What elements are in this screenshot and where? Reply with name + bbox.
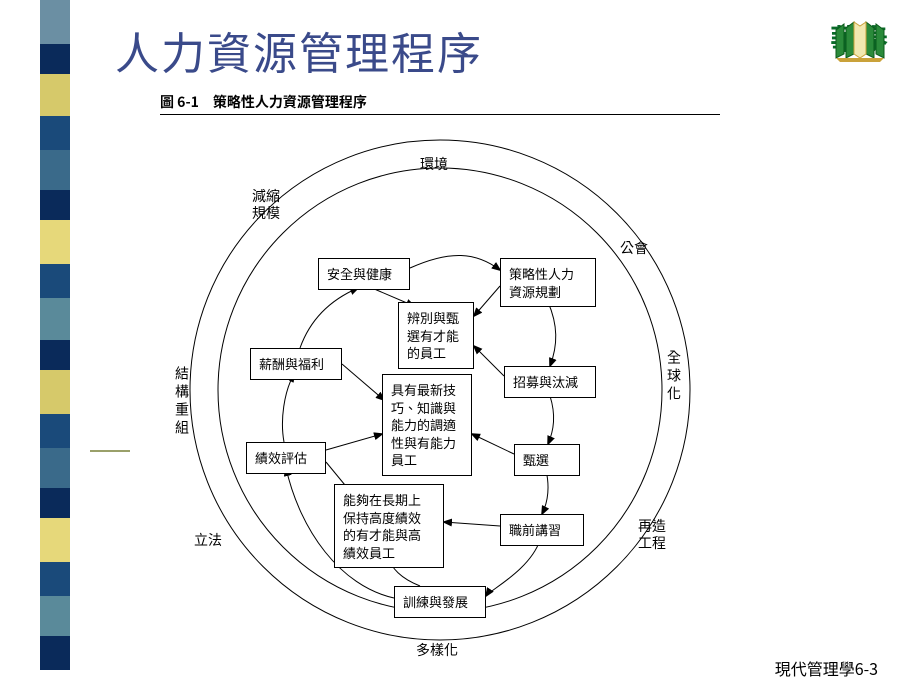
env-label: 結構重組 <box>172 366 192 438</box>
process-box-n10: 辨別與甄選有才能的員工 <box>398 302 474 369</box>
process-box-n3: 甄選 <box>514 444 580 476</box>
caption-rule <box>160 114 720 115</box>
sidebar-stripe <box>40 636 70 670</box>
env-label: 多樣化 <box>416 640 458 660</box>
env-label: 再造工程 <box>638 518 666 552</box>
sidebar-stripe <box>40 74 70 116</box>
process-box-n6: 能夠在長期上保持高度績效的有才能與高績效員工 <box>334 484 444 568</box>
process-box-n2: 招募與汰減 <box>504 366 596 398</box>
accent-line <box>90 450 130 452</box>
page-title: 人力資源管理程序 <box>115 18 483 82</box>
sidebar-stripe <box>40 190 70 220</box>
sidebar-stripe <box>40 414 70 448</box>
slide-footer: 現代管理學6-3 <box>775 656 878 680</box>
process-box-n1: 策略性人力資源規劃 <box>500 258 596 307</box>
sidebar-stripe <box>40 562 70 596</box>
process-box-n7: 績效評估 <box>246 442 326 474</box>
process-box-n4: 職前講習 <box>500 514 584 546</box>
hrm-process-diagram: 策略性人力資源規劃招募與汰減甄選職前講習訓練與發展 能夠在長期上保持高度績效的有才… <box>160 130 720 670</box>
sidebar-stripe <box>40 220 70 264</box>
sidebar-stripe <box>40 448 70 488</box>
sidebar-stripe <box>40 0 70 44</box>
sidebar-stripe <box>40 150 70 190</box>
sidebar-stripe <box>40 44 70 74</box>
env-label: 公會 <box>620 238 648 258</box>
process-box-n8: 薪酬與福利 <box>250 348 342 380</box>
env-label: 全球化 <box>664 350 684 404</box>
sidebar-stripe <box>40 596 70 636</box>
publisher-logo: 華泰 <box>830 18 890 58</box>
book-icon <box>830 18 890 62</box>
sidebar-stripe <box>40 370 70 414</box>
sidebar-stripe <box>40 116 70 150</box>
process-box-n5: 訓練與發展 <box>394 586 486 618</box>
process-box-n11: 具有最新技巧、知識與能力的調適性與有能力員工 <box>382 374 472 476</box>
sidebar-stripe <box>40 488 70 518</box>
env-label: 立法 <box>194 530 222 550</box>
sidebar-stripe <box>40 340 70 370</box>
decorative-sidebar <box>40 0 70 690</box>
process-box-n9: 安全與健康 <box>318 258 410 290</box>
sidebar-stripe <box>40 518 70 562</box>
sidebar-stripe <box>40 264 70 298</box>
sidebar-stripe <box>40 298 70 340</box>
env-label: 環境 <box>420 154 448 174</box>
figure-caption: 圖 6-1 策略性人力資源管理程序 <box>160 92 367 112</box>
env-label: 減縮規模 <box>252 188 280 222</box>
